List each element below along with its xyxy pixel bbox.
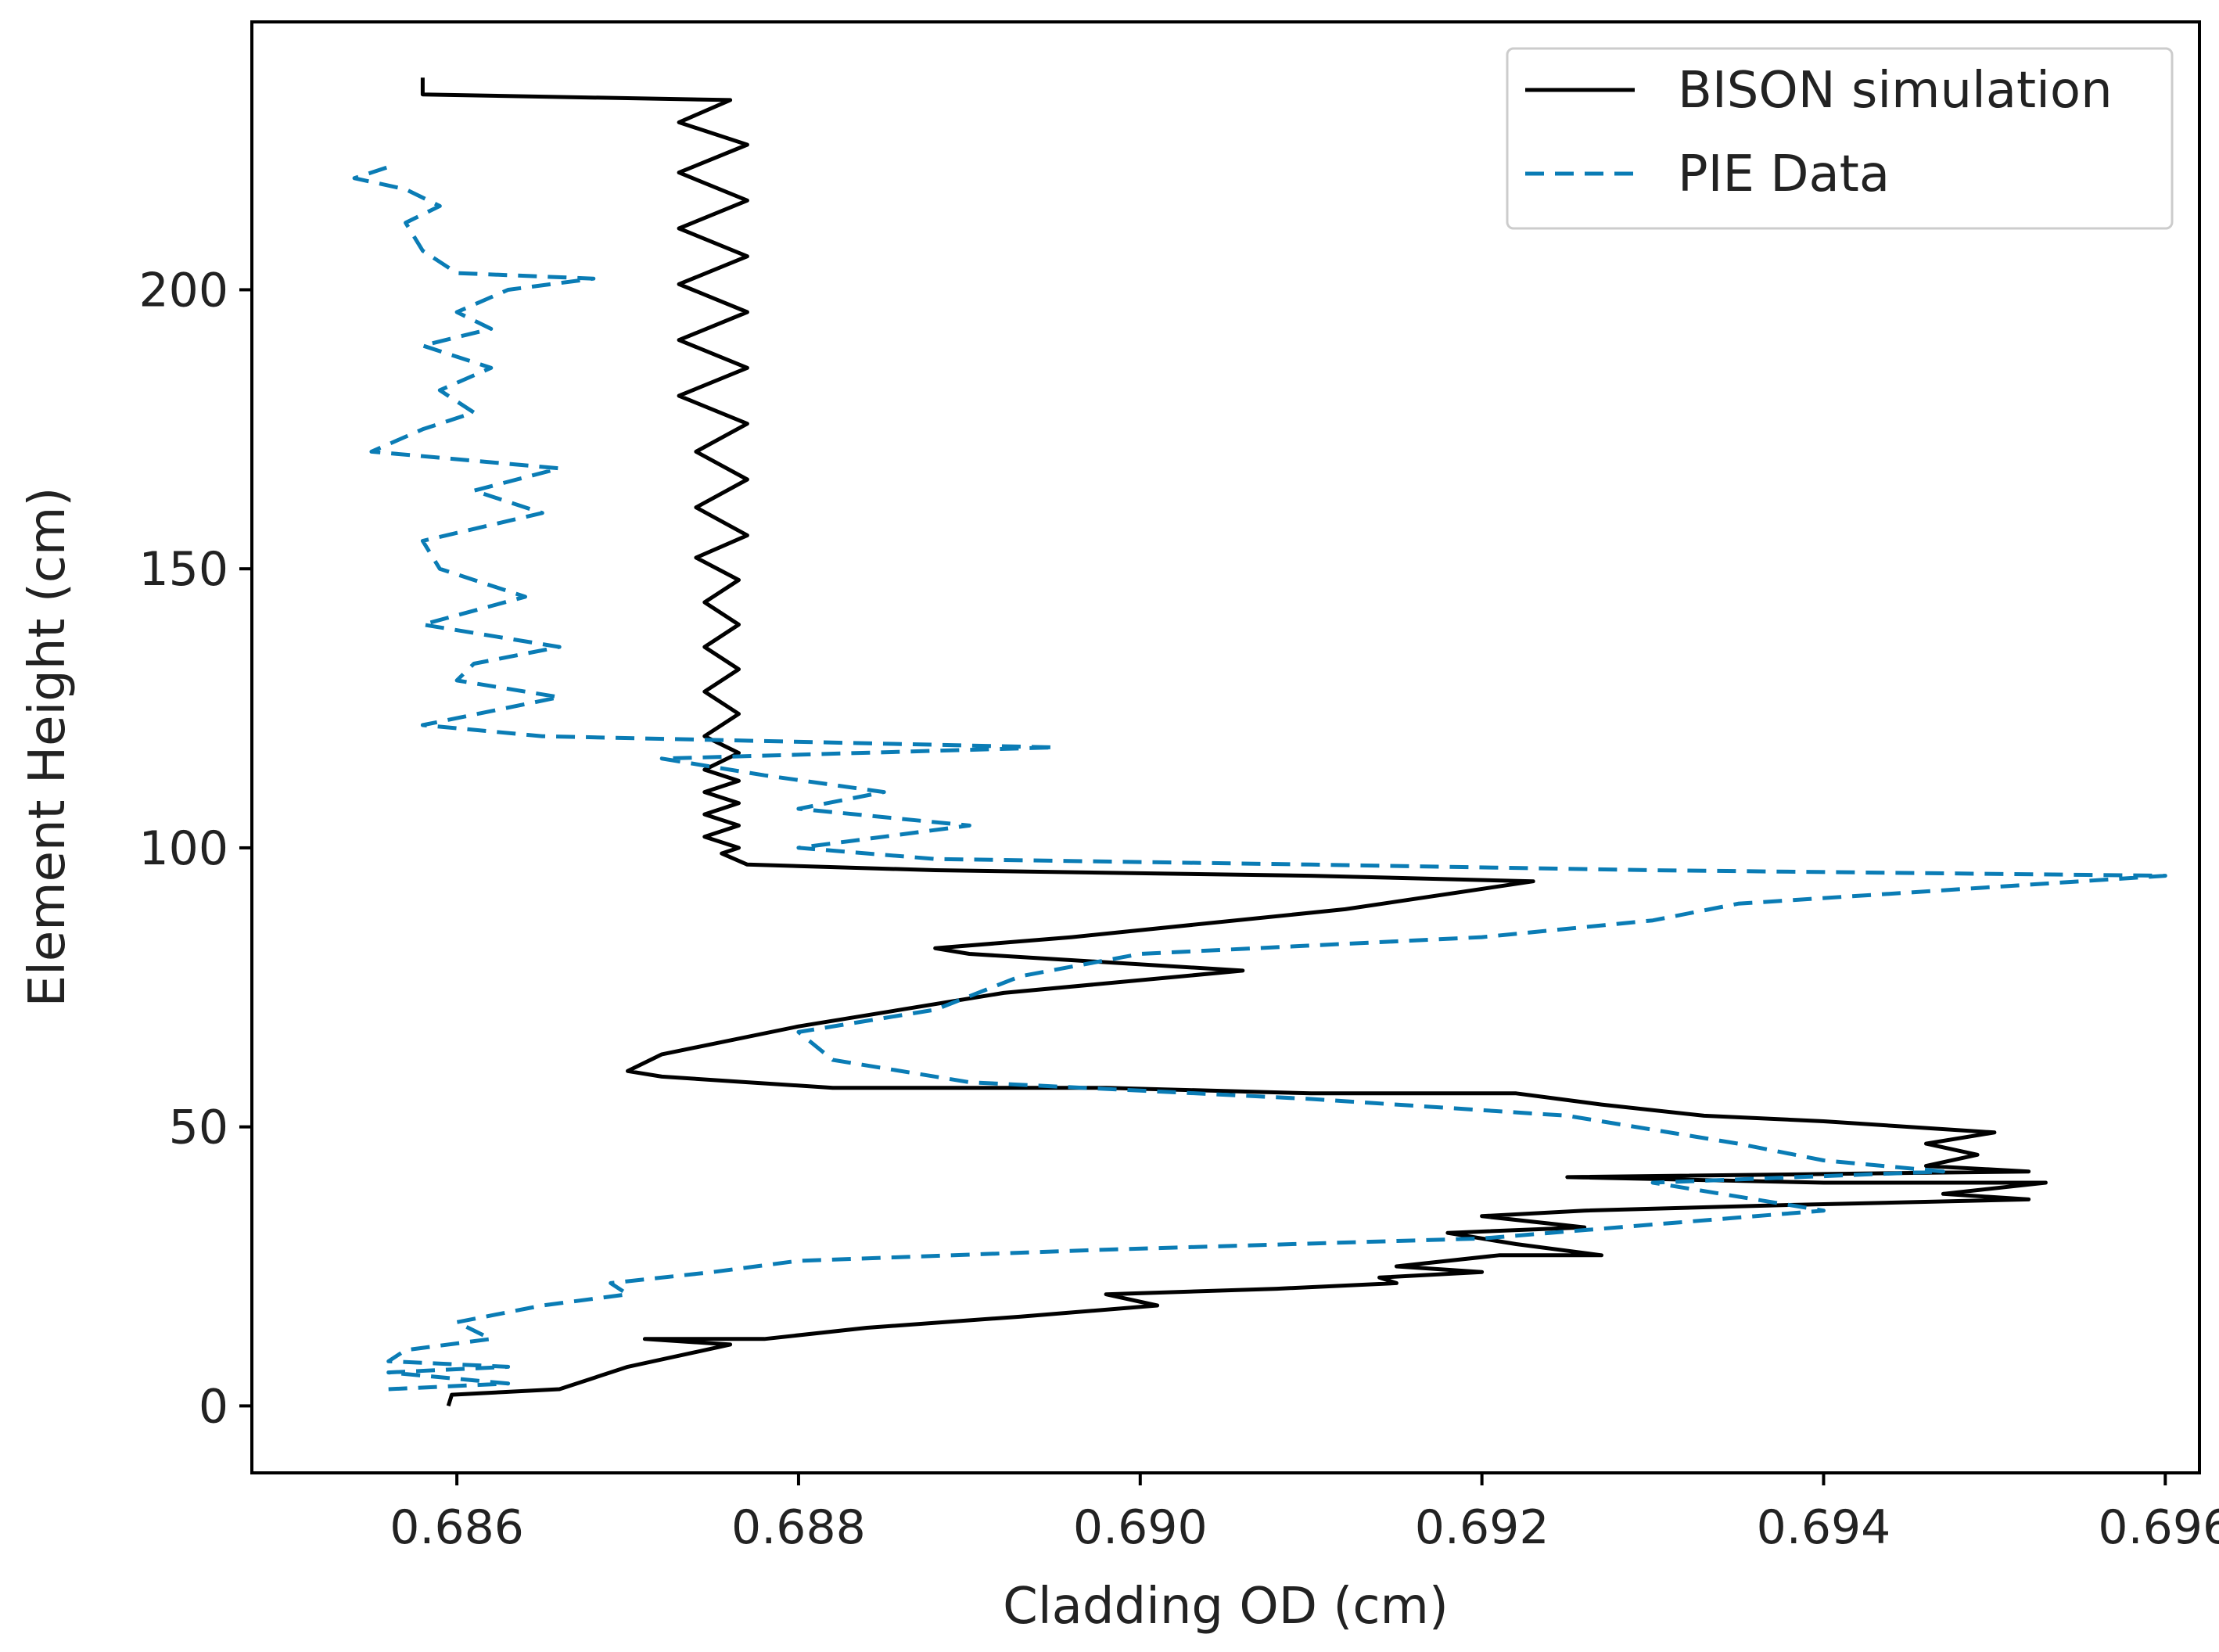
plot-frame xyxy=(250,20,2201,1474)
y-axis: 0 50 100 150 200 xyxy=(138,263,252,1434)
legend-label-bison: BISON simulation xyxy=(1678,62,2113,120)
y-axis-title: Element Height (cm) xyxy=(19,487,77,1007)
y-tick-label: 150 xyxy=(138,542,228,597)
plot-layer xyxy=(352,77,2167,1407)
series-line-bison xyxy=(420,77,2048,1407)
legend-box xyxy=(1506,47,2174,230)
y-tick-label: 200 xyxy=(138,263,228,318)
legend: BISON simulation PIE Data xyxy=(1506,47,2174,230)
x-tick-label: 0.692 xyxy=(1415,1500,1549,1555)
legend-label-pie: PIE Data xyxy=(1678,145,1890,203)
x-tick-label: 0.686 xyxy=(390,1500,524,1555)
x-axis-title: Cladding OD (cm) xyxy=(1003,1578,1449,1636)
y-tick-label: 100 xyxy=(138,821,228,876)
x-tick-label: 0.688 xyxy=(731,1500,866,1555)
series-line-pie xyxy=(352,165,2167,1392)
x-tick-label: 0.694 xyxy=(1757,1500,1891,1555)
x-tick-label: 0.690 xyxy=(1073,1500,1208,1555)
x-tick-label: 0.696 xyxy=(2098,1500,2219,1555)
y-tick-label: 50 xyxy=(169,1101,228,1155)
y-tick-label: 0 xyxy=(199,1379,228,1434)
x-axis: 0.686 0.688 0.690 0.692 0.694 0.696 xyxy=(390,1473,2219,1555)
